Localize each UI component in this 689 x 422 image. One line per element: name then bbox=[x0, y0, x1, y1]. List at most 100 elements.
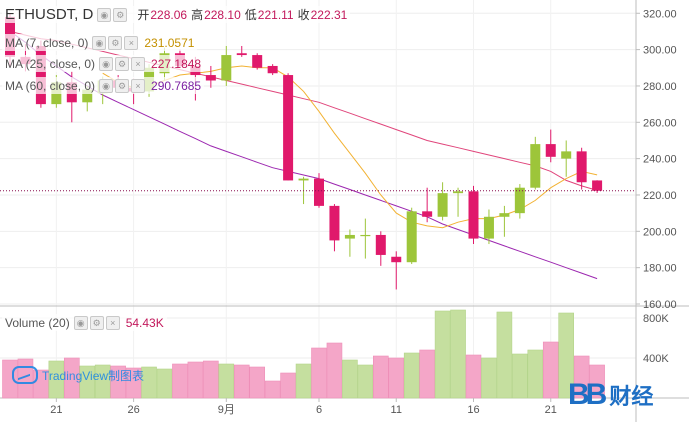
volume-bar bbox=[94, 364, 111, 399]
volume-bar bbox=[512, 353, 528, 399]
eye-icon[interactable]: ◉ bbox=[97, 7, 112, 22]
watermark-text: TradingView制图表 bbox=[42, 368, 145, 383]
candle-body bbox=[499, 213, 510, 217]
volume-bar bbox=[79, 365, 96, 399]
price-tick-label: 280.00 bbox=[643, 81, 677, 93]
candle-body bbox=[236, 53, 247, 56]
candle-body bbox=[82, 89, 93, 103]
volume-bar bbox=[264, 380, 281, 399]
candle-body bbox=[360, 234, 371, 237]
candle-body bbox=[267, 65, 278, 74]
volume-bar bbox=[172, 363, 188, 399]
candle-body bbox=[298, 178, 309, 181]
open-value: 228.06 bbox=[150, 7, 188, 22]
close-icon[interactable]: × bbox=[124, 35, 139, 50]
date-tick-label: 21 bbox=[545, 404, 557, 416]
close-value: 222.31 bbox=[310, 7, 348, 22]
date-tick-label: 21 bbox=[50, 404, 62, 416]
brand-logo: BB 财经 bbox=[568, 378, 653, 412]
volume-bar bbox=[203, 360, 219, 399]
price-tick-label: 180.00 bbox=[643, 263, 677, 275]
candle-body bbox=[545, 144, 556, 157]
volume-value: 54.43K bbox=[125, 315, 164, 330]
settings-icon[interactable]: ⚙ bbox=[115, 78, 130, 93]
ma60-legend: MA (60, close, 0) ◉ ⚙ × 290.7685 bbox=[2, 77, 205, 94]
high-value: 228.10 bbox=[204, 7, 241, 22]
candle-body bbox=[453, 191, 464, 194]
volume-bar bbox=[295, 363, 312, 399]
volume-bar bbox=[311, 347, 327, 399]
volume-bar bbox=[573, 355, 590, 399]
candle-body bbox=[283, 75, 294, 181]
date-tick-label: 26 bbox=[127, 404, 139, 416]
candle-body bbox=[468, 191, 479, 239]
eye-icon[interactable]: ◉ bbox=[99, 78, 114, 93]
close-icon[interactable]: × bbox=[131, 56, 146, 71]
volume-bar bbox=[527, 349, 544, 399]
price-tick-label: 160.00 bbox=[643, 299, 677, 311]
volume-bar bbox=[481, 357, 497, 399]
brand-text: 财经 bbox=[609, 384, 654, 409]
date-tick-label: 6 bbox=[316, 404, 322, 416]
ma7-value: 231.0571 bbox=[144, 35, 195, 50]
eye-icon[interactable]: ◉ bbox=[92, 35, 107, 50]
symbol-legend: ETHUSDT, D ◉ ⚙ 开 228.06 高 228.10 低 221.1… bbox=[2, 6, 351, 23]
tradingview-logo-icon bbox=[12, 366, 38, 384]
high-label: 高 bbox=[191, 8, 204, 22]
candle-body bbox=[422, 211, 433, 217]
candle-body bbox=[514, 187, 525, 214]
volume-bar bbox=[450, 309, 466, 399]
settings-icon[interactable]: ⚙ bbox=[115, 56, 130, 71]
candle-body bbox=[252, 55, 263, 68]
eye-icon[interactable]: ◉ bbox=[73, 315, 88, 330]
volume-bar bbox=[465, 354, 482, 399]
ma25-value: 227.1848 bbox=[151, 56, 202, 71]
volume-bar bbox=[249, 366, 265, 399]
candle-body bbox=[561, 151, 572, 159]
volume-tick-label: 800K bbox=[643, 313, 669, 325]
ma7-line bbox=[102, 65, 598, 229]
volume-bar bbox=[542, 341, 559, 399]
settings-icon[interactable]: ⚙ bbox=[108, 35, 123, 50]
volume-bar bbox=[342, 359, 358, 399]
brand-letters: BB bbox=[568, 378, 607, 411]
volume-bar bbox=[372, 355, 389, 399]
volume-bar bbox=[403, 352, 420, 399]
ma60-label: MA (60, close, 0) bbox=[5, 78, 96, 93]
candle-body bbox=[375, 234, 386, 255]
volume-bar bbox=[434, 310, 451, 399]
price-tick-label: 200.00 bbox=[643, 226, 677, 238]
volume-bar bbox=[589, 364, 605, 399]
date-tick-label: 16 bbox=[467, 404, 479, 416]
volume-bar bbox=[558, 312, 575, 399]
date-tick-label: 9月 bbox=[218, 404, 235, 416]
eye-icon[interactable]: ◉ bbox=[99, 56, 114, 71]
volume-tick-label: 400K bbox=[643, 353, 669, 365]
volume-bar bbox=[388, 357, 405, 399]
volume-bar bbox=[64, 357, 80, 399]
candle-body bbox=[530, 144, 541, 188]
close-icon[interactable]: × bbox=[131, 78, 146, 93]
ma60-line bbox=[9, 30, 598, 280]
candle-body bbox=[205, 75, 216, 81]
volume-bar bbox=[280, 372, 296, 399]
volume-bar bbox=[233, 364, 250, 399]
close-label: 收 bbox=[297, 8, 310, 22]
ma25-label: MA (25, close, 0) bbox=[5, 56, 96, 71]
settings-icon[interactable]: ⚙ bbox=[113, 7, 128, 22]
ma25-legend: MA (25, close, 0) ◉ ⚙ × 227.1848 bbox=[2, 55, 205, 72]
candle-body bbox=[329, 205, 340, 241]
ma7-label: MA (7, close, 0) bbox=[5, 35, 89, 50]
ma60-value: 290.7685 bbox=[151, 78, 202, 93]
volume-bar bbox=[496, 311, 513, 399]
ma7-legend: MA (7, close, 0) ◉ ⚙ × 231.0571 bbox=[2, 34, 198, 51]
low-label: 低 bbox=[244, 8, 257, 22]
candle-body bbox=[592, 180, 603, 191]
volume-bar bbox=[326, 342, 343, 399]
candle-body bbox=[406, 211, 417, 263]
candle-body bbox=[483, 216, 494, 239]
date-tick-label: 11 bbox=[391, 404, 402, 416]
close-icon[interactable]: × bbox=[105, 315, 120, 330]
settings-icon[interactable]: ⚙ bbox=[89, 315, 104, 330]
price-tick-label: 220.00 bbox=[643, 190, 677, 202]
